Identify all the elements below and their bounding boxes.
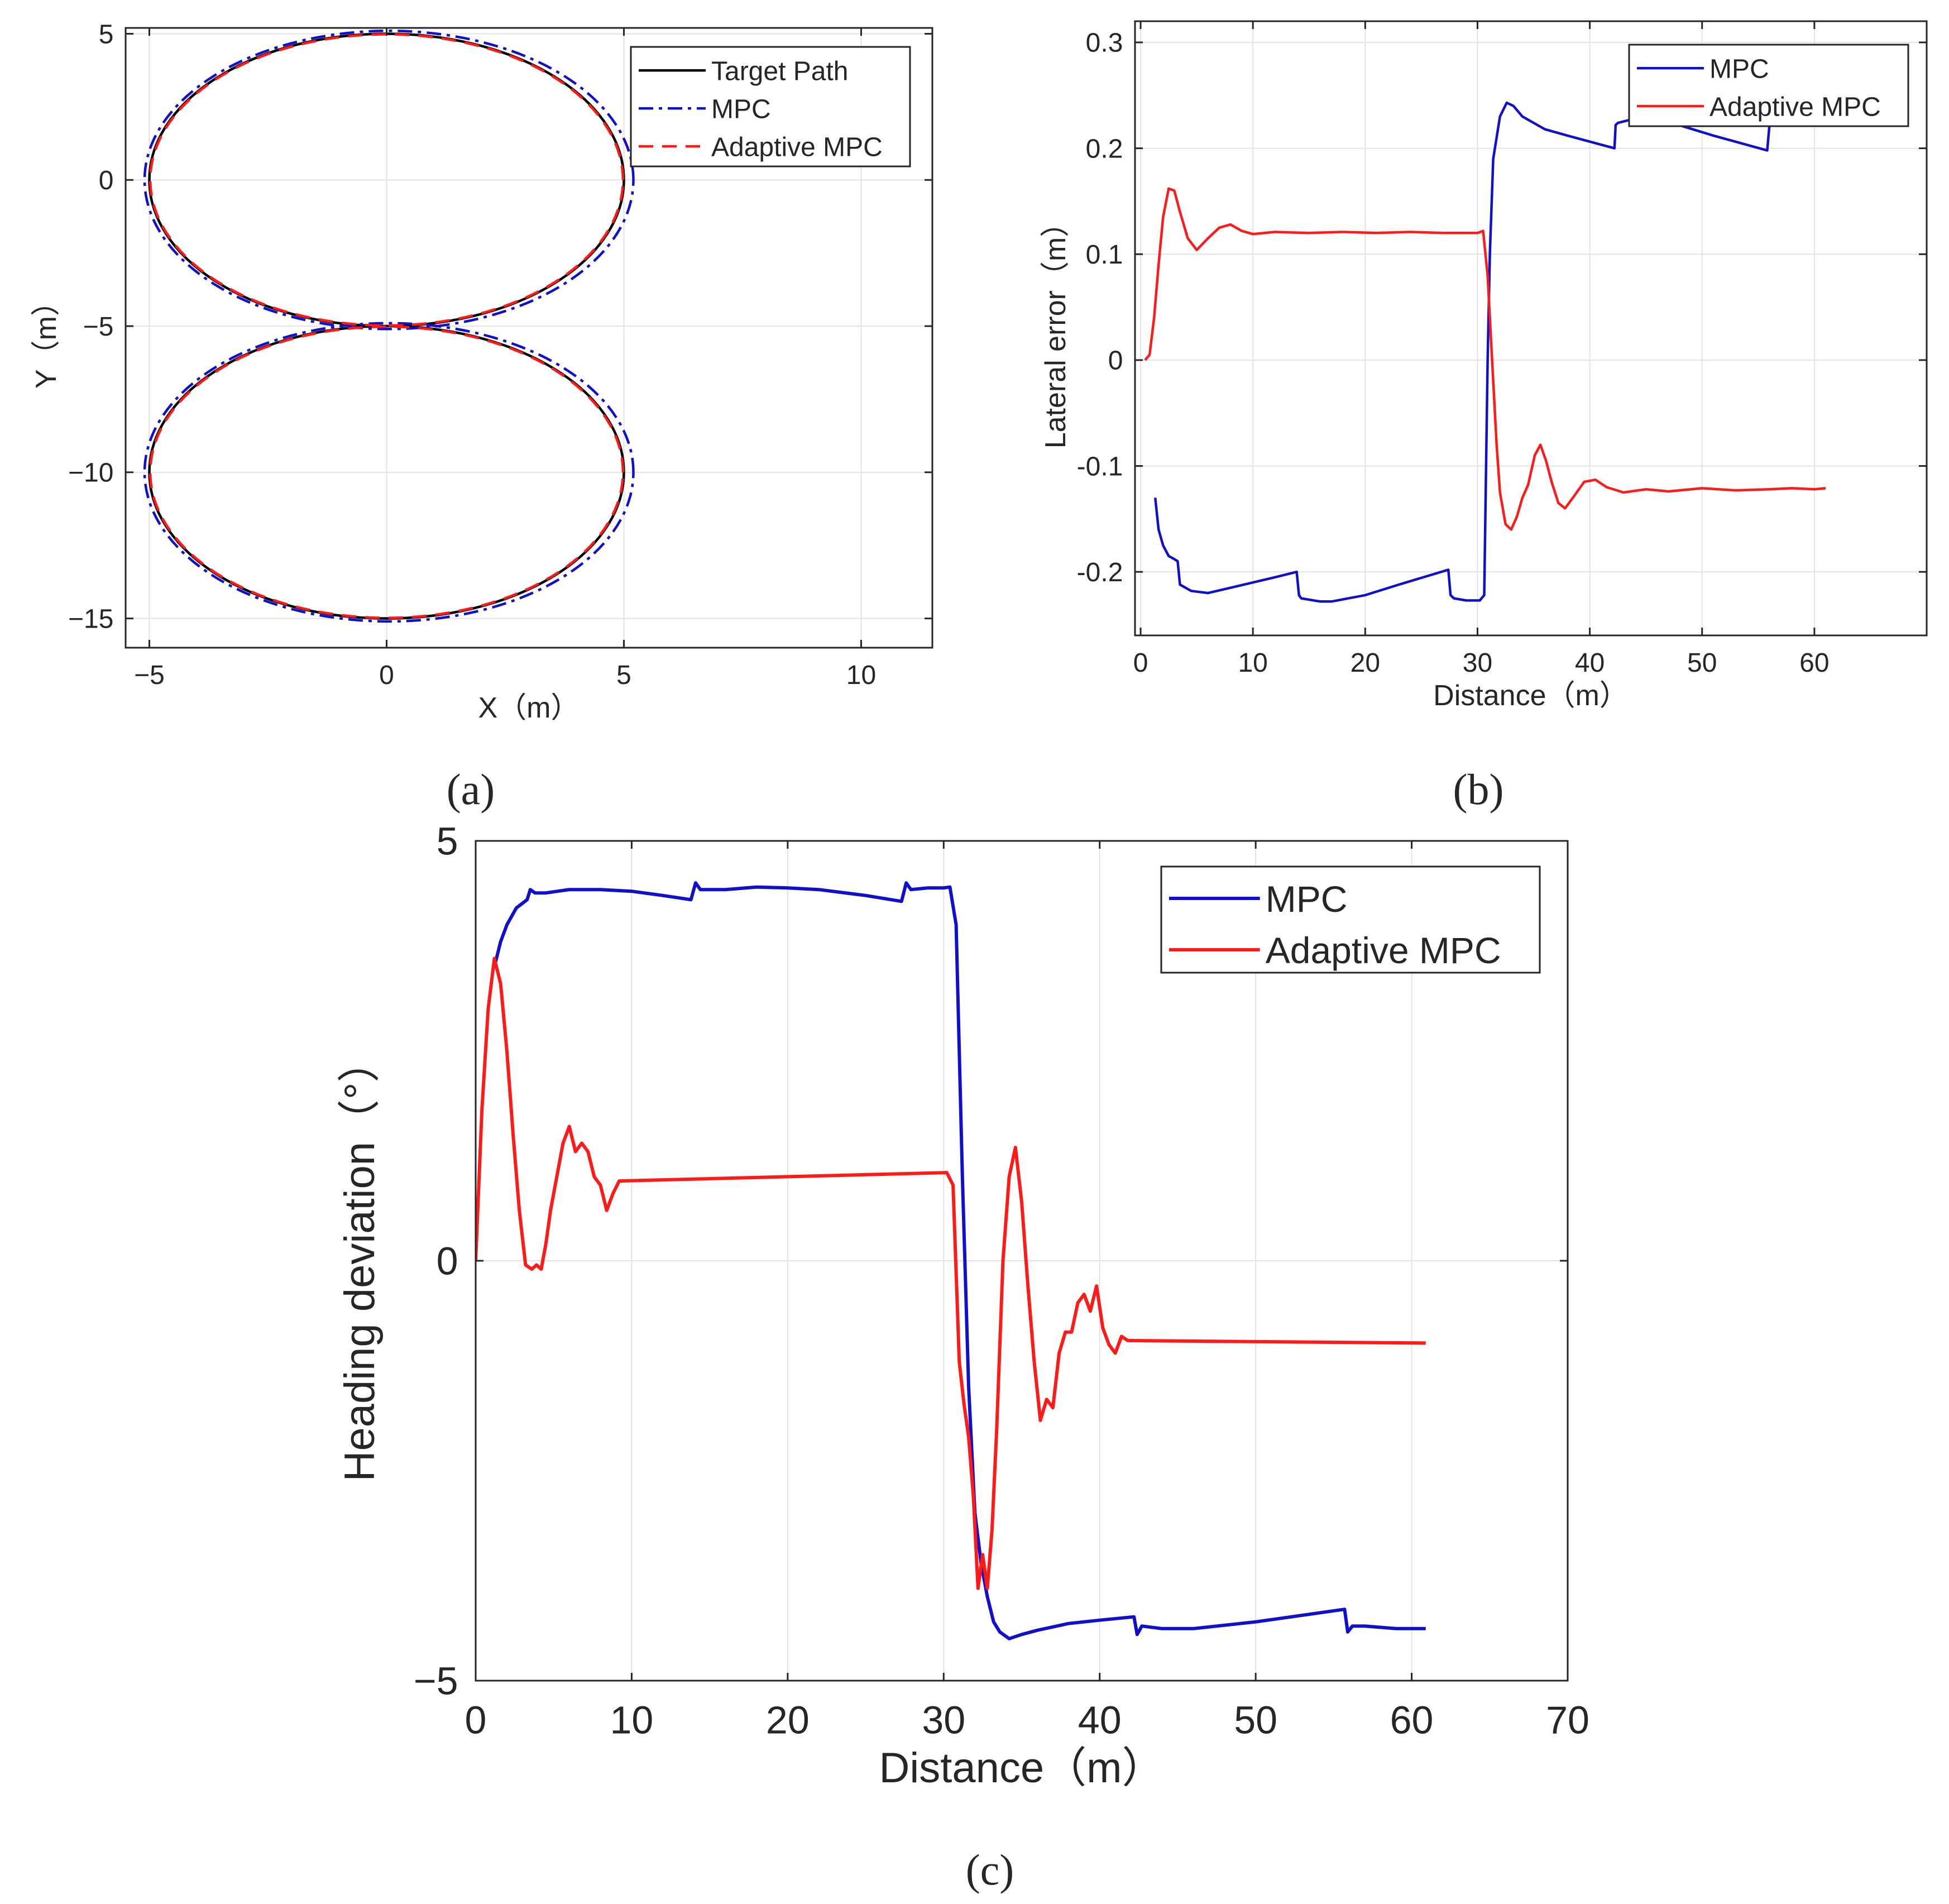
chart-c-ytick-label-2: −5: [414, 1659, 458, 1703]
chart-c-ytick-label-1: 0: [437, 1240, 458, 1283]
panel-label-b: (b): [1453, 765, 1504, 814]
chart-b-ytick-label-4: -0.1: [1077, 452, 1123, 481]
chart-b-ytick-label-0: 0.3: [1086, 28, 1123, 58]
chart-c-xtick-label-3: 30: [922, 1699, 965, 1742]
chart-b-series-adaptive-mpc-line: [1144, 187, 1826, 531]
chart-b-ytick-label-3: 0: [1108, 346, 1123, 376]
chart-b-legend-box: [1628, 44, 1909, 127]
chart-b-xtick-label-1: 10: [1238, 648, 1267, 678]
chart-c-legend-label-adaptive-mpc: Adaptive MPC: [1266, 930, 1501, 971]
chart-a-ytick-label-4: −15: [68, 604, 113, 634]
chart-b-xlabel: Distance（m）: [1433, 680, 1629, 712]
chart-c-ytick-label-0: 5: [437, 820, 458, 863]
chart-a-xtick-label-1: 0: [379, 661, 394, 690]
chart-c-ylabel: Heading deviation（°）: [336, 1040, 384, 1482]
chart-a-series-mpc-line: [143, 30, 635, 623]
chart-c-xtick-label-4: 40: [1078, 1699, 1122, 1742]
chart-a-ytick-label-0: 5: [99, 20, 114, 49]
chart-c-xtick-label-1: 10: [610, 1699, 653, 1742]
chart-b-legend-label-mpc: MPC: [1709, 54, 1769, 84]
chart-a-xtick-label-2: 5: [616, 661, 631, 690]
chart-c-xtick-label-7: 70: [1546, 1699, 1589, 1742]
chart-a-xtick-label-3: 10: [846, 661, 876, 690]
chart-a-ylabel: Y（m）: [30, 287, 63, 389]
chart-b-legend: MPC Adaptive MPC: [1628, 44, 1909, 127]
chart-b-xtick-label-2: 20: [1351, 648, 1380, 678]
chart-c-xlabel: Distance（m）: [879, 1744, 1165, 1792]
chart-c-series-adaptive-mpc-line: [476, 956, 1426, 1590]
chart-a-plot-area: [143, 30, 635, 623]
chart-c-xtick-label-0: 0: [465, 1699, 487, 1742]
chart-b-panel: 0 10 20 30 40 50 60 0.3 0.2 0.1 0 -0.1 -0.2 Distance（…: [1040, 20, 1928, 712]
chart-a-xlabel: X（m）: [478, 692, 580, 724]
chart-c-xtick-label-2: 20: [766, 1699, 810, 1742]
chart-b-ytick-label-2: 0.1: [1086, 240, 1123, 270]
chart-b-legend-label-adaptive-mpc: Adaptive MPC: [1709, 92, 1881, 122]
chart-a-ytick-label-1: 0: [99, 166, 114, 195]
chart-b-ytick-label-1: 0.2: [1086, 134, 1123, 164]
chart-a-axes-box: [124, 27, 933, 649]
chart-a-panel: −5 0 5 10 5 0 −5 −10 −15 X（m） Y（m） Target Path MPC Ad…: [30, 20, 933, 724]
chart-c-legend: MPC Adaptive MPC: [1160, 865, 1541, 974]
chart-a-ytick-label-3: −10: [68, 458, 113, 488]
chart-c-xtick-label-5: 50: [1234, 1699, 1277, 1742]
chart-b-xtick-label-5: 50: [1687, 648, 1717, 678]
chart-b-ytick-label-5: -0.2: [1077, 558, 1123, 587]
chart-a-legend-box: [630, 46, 911, 168]
chart-a-xtick-label-0: −5: [134, 661, 165, 690]
chart-b-xtick-label-3: 30: [1463, 648, 1492, 678]
chart-a-legend-label-adaptive-mpc: Adaptive MPC: [711, 132, 883, 162]
chart-a-ytick-label-2: −5: [83, 312, 114, 342]
panel-label-c: (c): [966, 1845, 1014, 1894]
chart-c-xtick-label-6: 60: [1390, 1699, 1434, 1742]
chart-c-plot-area: [476, 881, 1426, 1640]
chart-b-ylabel: Lateral error（m）: [1040, 208, 1072, 449]
chart-a-legend-label-mpc: MPC: [711, 94, 771, 124]
panel-label-a: (a): [447, 765, 495, 814]
chart-c-legend-label-mpc: MPC: [1266, 878, 1348, 920]
chart-b-xtick-label-6: 60: [1799, 648, 1829, 678]
chart-c-series-mpc-line: [492, 881, 1426, 1640]
chart-b-xtick-label-4: 40: [1575, 648, 1605, 678]
chart-b-xtick-label-0: 0: [1133, 648, 1148, 678]
chart-a-legend: Target Path MPC Adaptive MPC: [630, 46, 911, 168]
chart-b-axes-box: [1134, 20, 1928, 637]
chart-a-legend-label-target-path: Target Path: [711, 56, 848, 86]
chart-c-legend-box: [1160, 865, 1541, 974]
chart-a-series-adaptive-mpc-line: [149, 33, 625, 619]
